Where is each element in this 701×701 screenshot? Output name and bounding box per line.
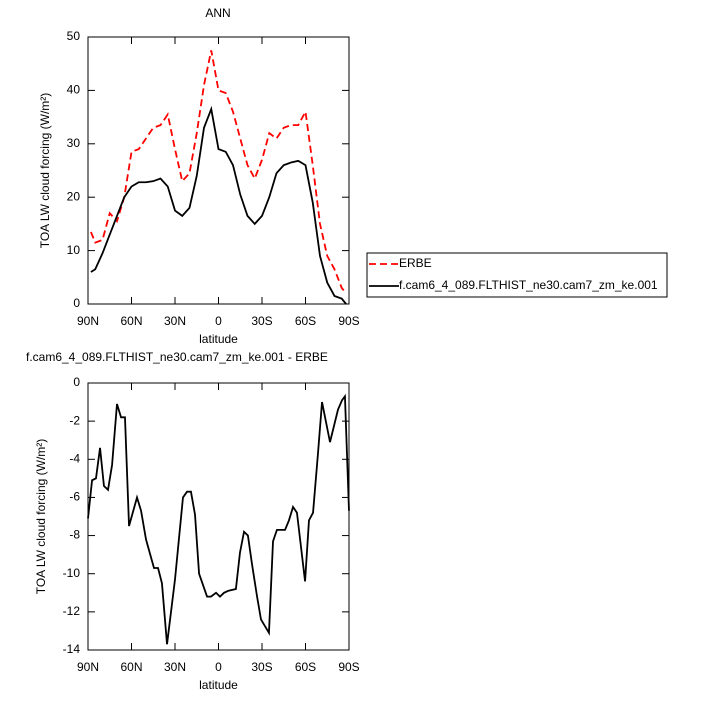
x-tick-label: 60S [295,314,316,328]
y-tick-label: 50 [67,29,81,43]
y-tick-label: 40 [67,83,81,97]
y-axis-label: TOA LW cloud forcing (W/m²) [34,439,48,595]
x-tick-label: 90S [338,314,359,328]
x-tick-label: 30S [251,314,272,328]
plot-frame [87,36,350,305]
y-tick-label: 0 [73,375,80,389]
y-tick-label: -14 [63,642,81,656]
y-tick-label: -2 [69,413,80,427]
x-tick-label: 60S [295,660,316,674]
chart-title: f.cam6_4_089.FLTHIST_ne30.cam7_zm_ke.001… [26,350,328,364]
x-tick-label: 30N [164,660,186,674]
y-tick-label: -8 [69,528,80,542]
x-tick-label: 30N [164,314,186,328]
chart-title: ANN [205,6,230,20]
y-tick-label: 30 [67,136,81,150]
y-tick-label: 0 [73,296,80,310]
x-axis-label: latitude [199,332,238,346]
x-tick-label: 0 [215,314,222,328]
x-tick-label: 60N [120,314,142,328]
x-tick-label: 90S [338,660,359,674]
plot-frame [87,382,350,651]
x-tick-label: 90N [77,660,99,674]
legend-label: f.cam6_4_089.FLTHIST_ne30.cam7_zm_ke.001 [399,278,658,292]
legend-label: ERBE [399,256,432,270]
data-line [90,105,347,305]
x-tick-label: 90N [77,314,99,328]
y-tick-label: -4 [69,451,80,465]
legend-box [366,252,668,298]
data-line [87,393,350,645]
y-tick-label: 10 [67,243,81,257]
x-tick-label: 0 [215,660,222,674]
x-tick-label: 30S [251,660,272,674]
y-tick-label: 20 [67,189,81,203]
x-tick-label: 60N [120,660,142,674]
y-tick-label: -6 [69,490,80,504]
y-tick-label: -10 [63,566,81,580]
x-axis-label: latitude [199,678,238,692]
data-line [90,50,347,294]
y-tick-label: -12 [63,604,81,618]
y-axis-label: TOA LW cloud forcing (W/m²) [38,93,52,249]
